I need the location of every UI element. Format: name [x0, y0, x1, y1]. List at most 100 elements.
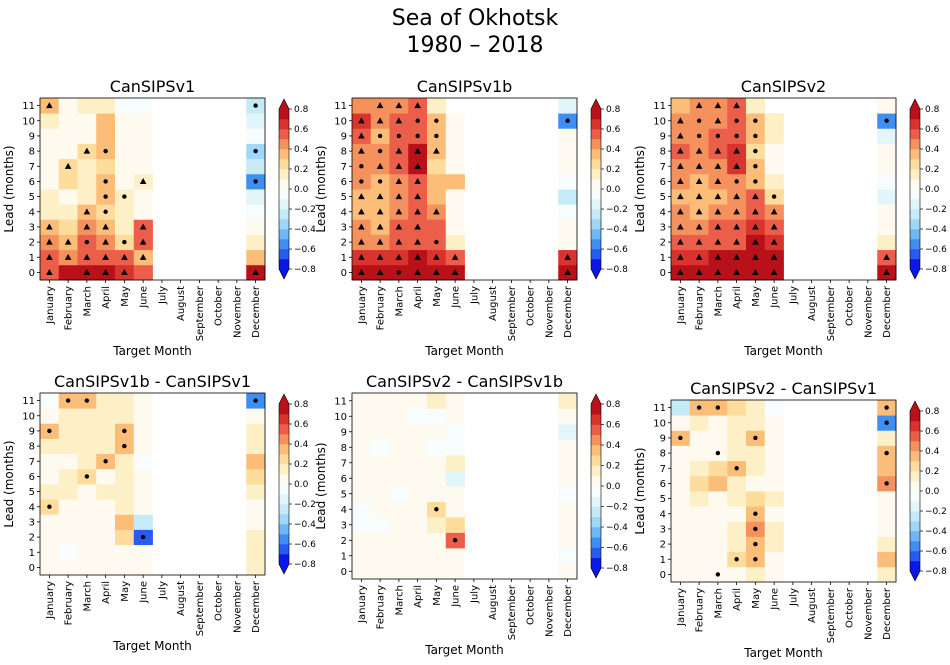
significance-triangle: [395, 253, 403, 260]
significance-dot: [359, 164, 364, 169]
heatmap-cell: [370, 486, 390, 502]
significance-triangle: [714, 178, 722, 185]
colorbar-tick-label: 0.4: [606, 441, 621, 451]
significance-triangle: [677, 147, 684, 154]
heatmap-cell: [58, 423, 78, 439]
significance-triangle: [677, 162, 684, 169]
x-tick-label: October: [526, 584, 537, 625]
heatmap-cell: [115, 514, 135, 530]
x-tick-label: August: [176, 286, 187, 321]
x-tick-label: August: [488, 585, 499, 620]
y-tick-label: 3: [660, 222, 666, 233]
significance-triangle: [752, 223, 759, 230]
significance-triangle: [376, 102, 384, 109]
heatmap-cell: [445, 128, 465, 144]
heatmap-cell: [40, 158, 60, 175]
heatmap-cell: [427, 408, 447, 425]
heatmap-cell: [58, 544, 78, 561]
heatmap-cell: [133, 204, 153, 220]
heatmap-cell: [133, 189, 153, 205]
y-tick-label: 7: [660, 162, 666, 173]
x-tick-label: July: [788, 588, 799, 607]
y-tick-label: 5: [341, 489, 347, 500]
heatmap-cell: [389, 486, 409, 502]
significance-triangle: [677, 253, 684, 260]
significance-dot: [753, 526, 758, 532]
x-tick-label: February: [376, 286, 387, 330]
heatmap-cell: [408, 486, 428, 502]
heatmap-cell: [764, 143, 784, 160]
heatmap-cell: [727, 400, 747, 416]
colorbar-segment: [910, 119, 920, 130]
y-tick-label: 1: [660, 555, 666, 566]
significance-triangle: [46, 238, 53, 245]
heatmap-cell: [389, 424, 409, 440]
heatmap-cell: [558, 219, 578, 235]
heatmap-cell: [558, 234, 578, 251]
significance-dot: [884, 405, 889, 410]
heatmap-cell: [115, 143, 135, 160]
heatmap-cell: [133, 499, 153, 515]
colorbar-tick-label: −0.2: [606, 503, 628, 513]
y-tick-label: 7: [341, 458, 347, 469]
colorbar-segment: [591, 199, 601, 210]
colorbar-extend-max: [910, 99, 920, 109]
colorbar-tick-label: 0.6: [294, 125, 309, 135]
y-tick-label: 9: [29, 131, 35, 142]
colorbar-extend-max: [591, 394, 601, 404]
x-tick-label: December: [882, 285, 893, 338]
heatmap-cell: [133, 113, 153, 129]
significance-triangle: [395, 238, 403, 245]
y-tick-label: 5: [29, 192, 35, 203]
colorbar-tick-label: 0.6: [925, 125, 940, 135]
significance-triangle: [83, 253, 91, 260]
heatmap-cell: [764, 536, 784, 553]
heatmap-cell: [558, 563, 578, 580]
colorbar-segment: [910, 531, 920, 542]
significance-dot: [753, 557, 758, 562]
x-tick-label: July: [469, 286, 480, 305]
heatmap-cell: [352, 486, 372, 502]
heatmap-cell: [246, 158, 266, 175]
heatmap-cell: [877, 143, 897, 160]
colorbar-tick-label: −0.2: [294, 205, 316, 215]
colorbar-tick-label: 0.4: [925, 447, 940, 457]
colorbar-segment: [591, 475, 601, 487]
heatmap-cell: [877, 234, 897, 251]
heatmap-cell: [40, 468, 60, 485]
colorbar: 0.8 0.6 0.4 0.2 0.0 −0.2 −0.4 −0.6 −0.8: [909, 400, 947, 582]
heatmap-cell: [746, 445, 766, 462]
colorbar-segment: [910, 421, 920, 432]
heatmap-cell: [671, 566, 691, 583]
y-tick-label: 10: [653, 116, 666, 127]
y-tick-label: 2: [29, 533, 35, 544]
colorbar-segment: [279, 179, 289, 190]
x-tick-label: February: [695, 588, 706, 632]
significance-dot: [122, 239, 127, 245]
heatmap-cell: [671, 98, 691, 114]
significance-dot: [84, 398, 90, 403]
x-tick-label: November: [863, 587, 874, 640]
heatmap-cell: [58, 559, 78, 576]
heatmap-cell: [352, 470, 372, 487]
x-tick-label: June: [451, 286, 462, 309]
colorbar-segment: [279, 414, 289, 425]
colorbar-segment: [910, 551, 920, 562]
heatmap-cell: [558, 408, 578, 425]
x-axis-label: Target Month: [424, 643, 504, 657]
heatmap-cell: [389, 470, 409, 487]
significance-triangle: [714, 193, 722, 200]
heatmap-cell: [40, 559, 60, 576]
significance-dot: [565, 118, 570, 123]
figure-title: Sea of Okhotsk: [391, 6, 559, 31]
heatmap-cell: [408, 532, 428, 549]
x-tick-label: June: [451, 585, 462, 608]
x-tick-label: July: [788, 286, 799, 305]
colorbar-segment: [910, 149, 920, 160]
colorbar-segment: [279, 219, 289, 230]
x-tick-label: June: [770, 588, 781, 611]
colorbar-tick-label: −0.2: [606, 205, 628, 215]
colorbar-segment: [591, 527, 601, 538]
heatmap-cell: [133, 128, 153, 144]
significance-dot: [734, 466, 739, 471]
